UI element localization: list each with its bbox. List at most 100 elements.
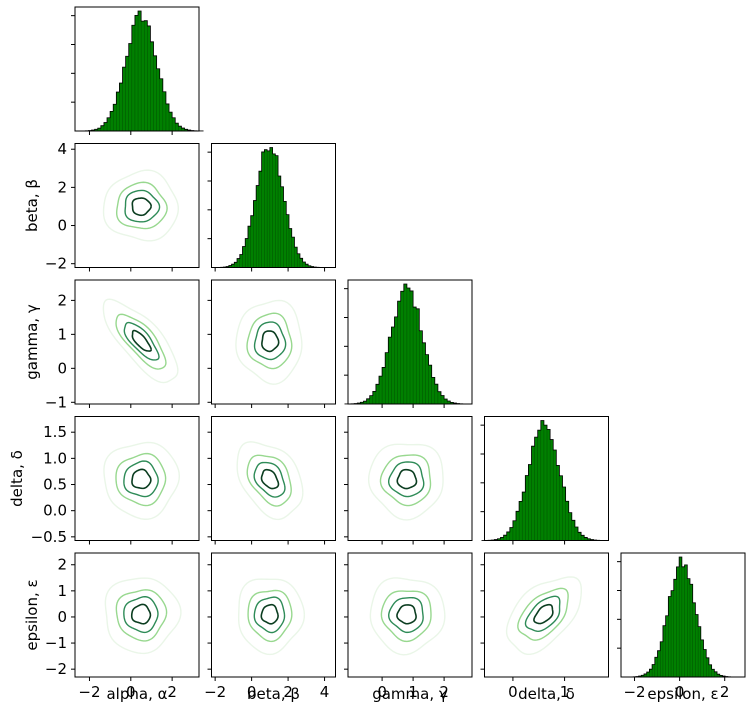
contour-level	[261, 330, 280, 353]
y-tick-label: −2	[45, 255, 67, 273]
contour-level	[104, 577, 182, 655]
contour-level	[236, 441, 304, 521]
panel-beta-epsilon: −2 0 2 4	[204, 552, 336, 701]
contour-level	[247, 589, 293, 643]
x-tick-label: −2	[78, 683, 100, 701]
contour-level	[115, 313, 167, 370]
panel-frame	[484, 416, 609, 541]
contour-level	[102, 169, 180, 242]
contour-level	[115, 452, 167, 507]
y-tick-label: 1	[57, 325, 67, 343]
x-axis-label-alpha: alpha, α	[106, 685, 167, 703]
panel-frame	[74, 6, 200, 132]
contour-level	[396, 468, 418, 490]
y-tick-label: 1.0	[43, 449, 67, 467]
panel-frame	[211, 143, 336, 268]
contour-level	[260, 603, 279, 625]
panel-frame	[347, 416, 473, 541]
contour-level	[131, 329, 152, 352]
contour-level	[524, 595, 561, 633]
contour-level	[246, 454, 292, 507]
panel-alpha-alpha	[71, 6, 204, 135]
y-axis-label-delta: delta, δ	[8, 450, 26, 507]
panel-gamma-epsilon: 0 1 2	[344, 552, 473, 701]
contour-level	[260, 468, 280, 490]
y-tick-label: −1	[45, 634, 67, 652]
panel-alpha-gamma: −1 0 1 2	[45, 279, 200, 411]
x-tick-label: 0	[675, 683, 685, 701]
panel-frame	[211, 552, 336, 678]
panel-frame	[74, 143, 200, 268]
y-tick-label: 2	[57, 178, 67, 196]
panel-frame	[74, 416, 200, 541]
y-tick-label: 1.5	[43, 423, 67, 441]
x-axis-label-gamma: gamma, γ	[372, 685, 448, 703]
x-tick-label: 0	[508, 683, 518, 701]
contour-level	[103, 441, 181, 520]
y-tick-label: 0.0	[43, 502, 67, 520]
y-tick-label: 1	[57, 582, 67, 600]
y-tick-label: 0	[57, 359, 67, 377]
contour-level	[123, 321, 160, 361]
contour-level	[253, 596, 286, 634]
contour-level	[517, 587, 569, 641]
contour-level	[396, 604, 417, 625]
contour-level	[123, 596, 159, 634]
panel-beta-delta	[207, 416, 336, 545]
contour-level	[379, 454, 432, 507]
x-tick-label: −2	[623, 683, 645, 701]
contour-level	[505, 576, 583, 656]
x-tick-label: 0	[247, 683, 257, 701]
contour-level	[253, 321, 287, 361]
panel-beta-beta	[207, 143, 336, 272]
panel-beta-gamma	[207, 279, 336, 408]
contour-level	[533, 603, 554, 625]
panel-frame	[211, 416, 336, 541]
contour-level	[124, 189, 161, 223]
y-tick-label: 2	[57, 556, 67, 574]
panel-alpha-delta: −0.5 0.0 0.5 1.0 1.5	[31, 416, 200, 546]
panel-frame	[74, 552, 200, 678]
contour-level	[115, 589, 168, 642]
y-tick-label: 0	[57, 217, 67, 235]
contour-level	[388, 596, 424, 634]
x-tick-label: 0	[126, 683, 136, 701]
x-tick-label: 0	[377, 683, 387, 701]
contour-level	[123, 460, 159, 498]
x-tick-label: 1	[560, 683, 570, 701]
y-tick-label: 0.5	[43, 476, 67, 494]
contour-level	[380, 590, 432, 643]
panel-frame	[620, 552, 746, 678]
x-axis-label-delta: delta, δ	[518, 685, 575, 703]
y-tick-label: −2	[45, 660, 67, 678]
contour-level	[131, 197, 152, 217]
contour-level	[115, 181, 168, 230]
contour-level	[369, 577, 446, 656]
y-tick-label: 0	[57, 608, 67, 626]
y-tick-label: −0.5	[31, 528, 67, 546]
panel-delta-delta	[480, 416, 609, 545]
panel-frame	[211, 279, 336, 405]
contour-level	[387, 461, 425, 498]
contour-level	[237, 578, 306, 656]
x-tick-label: 2	[283, 683, 293, 701]
contour-level	[130, 603, 152, 625]
y-tick-label: −1	[45, 393, 67, 411]
panel-gamma-delta	[344, 416, 473, 545]
y-axis-label-beta: beta, β	[23, 179, 41, 232]
contour-level	[367, 443, 444, 521]
y-tick-label: 2	[57, 291, 67, 309]
x-tick-label: 2	[720, 683, 730, 701]
panel-frame	[347, 552, 473, 678]
panel-gamma-gamma	[344, 279, 473, 408]
x-tick-label: 4	[320, 683, 330, 701]
panel-alpha-epsilon: −2 0 2 −2 −1 0 1 2	[45, 552, 200, 701]
x-axis-label-epsilon: epsilon, ε	[647, 685, 718, 703]
x-tick-label: −2	[204, 683, 226, 701]
contour-level	[131, 468, 152, 490]
contour-level	[102, 298, 179, 384]
contour-level	[246, 312, 293, 370]
x-tick-label: 2	[167, 683, 177, 701]
panel-frame	[347, 279, 473, 405]
